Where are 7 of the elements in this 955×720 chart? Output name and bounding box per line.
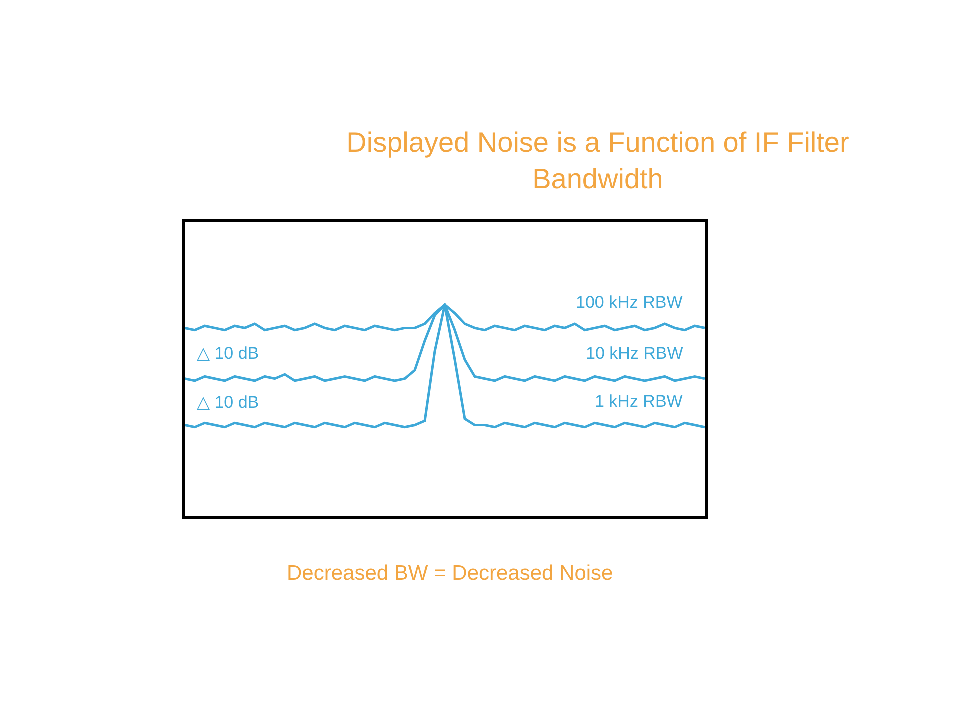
series-label: 1 kHz RBW	[595, 392, 683, 411]
text: Decreased BW = Decreased Noise	[287, 562, 614, 585]
series-label: 100 kHz RBW	[576, 293, 683, 312]
series-label: 10 kHz RBW	[586, 344, 684, 363]
annotation: △ 10 dB	[197, 344, 260, 363]
chart-title: Displayed Noise is a Function of IF Filter Bandwidth	[346, 127, 850, 194]
annotation: △ 10 dB	[197, 393, 260, 412]
